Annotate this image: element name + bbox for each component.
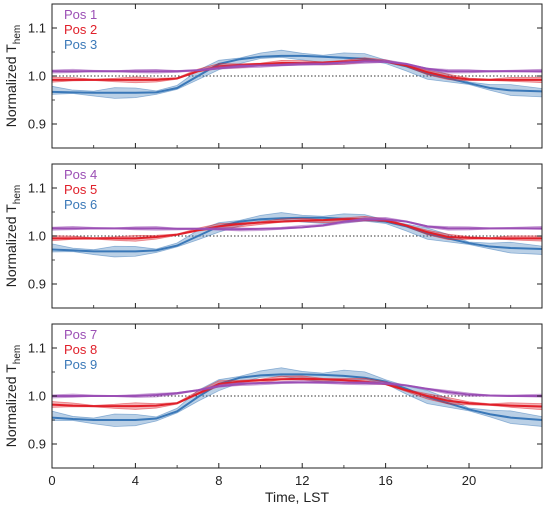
legend-entry: Pos 9 <box>64 357 97 372</box>
legend-entry: Pos 6 <box>64 197 97 212</box>
xtick-label: 20 <box>462 473 476 488</box>
plot-area <box>52 367 542 427</box>
xtick-label: 8 <box>215 473 222 488</box>
xtick-label: 12 <box>295 473 309 488</box>
legend-entry: Pos 1 <box>64 7 97 22</box>
legend-entry: Pos 8 <box>64 342 97 357</box>
legend-entry: Pos 3 <box>64 37 97 52</box>
line-pos-7 <box>52 381 542 397</box>
y-axis-label-subscript: hem <box>12 185 23 204</box>
panel-3: 0.9 1.0 1.1 0 4 8 12 16 20 Normalized Them Time, L… <box>3 323 543 505</box>
legend-entry: Pos 5 <box>64 182 97 197</box>
xtick-label: 16 <box>378 473 392 488</box>
line-pos-3 <box>52 54 542 94</box>
ytick-label: 1.0 <box>28 229 46 244</box>
line-pos-6 <box>52 216 542 253</box>
plot-area <box>52 212 542 258</box>
y-axis-label: Normalized Them <box>3 185 23 287</box>
ytick-label: 1.1 <box>28 181 46 196</box>
line-pos-1 <box>52 60 542 73</box>
y-axis-label: Normalized Them <box>3 345 23 447</box>
y-axis-label-main: Normalized T <box>3 364 19 447</box>
line-pos-8 <box>52 377 542 408</box>
band-pos-3 <box>52 49 542 99</box>
ytick-label: 1.0 <box>28 389 46 404</box>
ytick-label: 1.1 <box>28 341 46 356</box>
plot-area <box>52 49 542 99</box>
ytick-label: 0.9 <box>28 437 46 452</box>
legend-entry: Pos 7 <box>64 327 97 342</box>
y-axis-label-subscript: hem <box>12 25 23 44</box>
x-axis-label: Time, LST <box>265 489 329 505</box>
line-pos-4 <box>52 218 542 231</box>
y-axis-label-main: Normalized T <box>3 44 19 127</box>
xtick-label: 0 <box>48 473 55 488</box>
legend-entry: Pos 2 <box>64 22 97 37</box>
y-axis-label-subscript: hem <box>12 345 23 364</box>
ytick-label: 0.9 <box>28 117 46 132</box>
ytick-label: 1.0 <box>28 69 46 84</box>
ytick-label: 1.1 <box>28 21 46 36</box>
y-axis-label-main: Normalized T <box>3 204 19 287</box>
xtick-label: 4 <box>132 473 139 488</box>
line-pos-5 <box>52 218 542 240</box>
legend-entry: Pos 4 <box>64 167 97 182</box>
ytick-label: 0.9 <box>28 277 46 292</box>
y-axis-label: Normalized Them <box>3 25 23 127</box>
